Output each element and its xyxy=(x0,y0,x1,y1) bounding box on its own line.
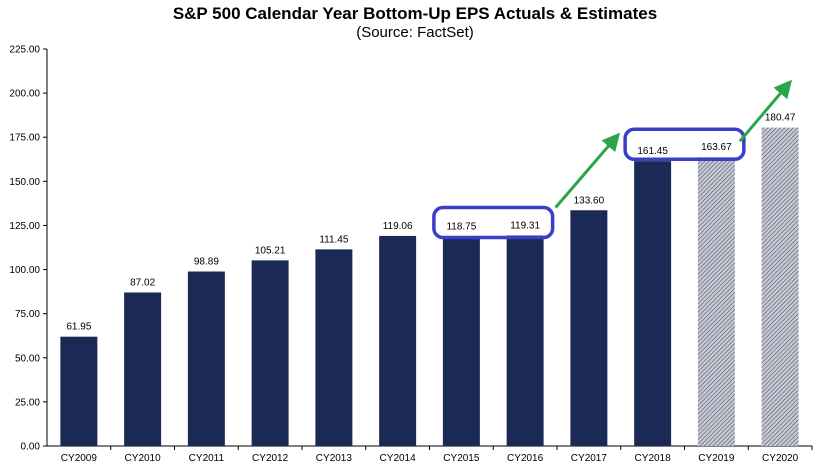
bar-value-label: 118.75 xyxy=(446,221,476,232)
bars xyxy=(60,127,799,447)
bar-value-label: 98.89 xyxy=(194,257,219,268)
x-category-label: CY2016 xyxy=(507,453,544,464)
bar-actual xyxy=(315,249,353,446)
bar-value-label: 111.45 xyxy=(319,234,349,245)
chart-title: S&P 500 Calendar Year Bottom-Up EPS Actu… xyxy=(172,4,658,23)
bar-estimate xyxy=(697,157,735,446)
bar-value-label: 105.21 xyxy=(255,245,286,256)
bar-actual xyxy=(634,161,672,447)
bar-value-label: 163.67 xyxy=(701,142,732,153)
x-category-label: CY2018 xyxy=(635,453,672,464)
bar-value-label: 87.02 xyxy=(130,277,155,288)
bar-actual xyxy=(506,235,544,446)
x-category-label: CY2011 xyxy=(189,453,225,464)
bar-actual xyxy=(379,235,417,446)
bar-value-label: 119.31 xyxy=(510,220,540,231)
y-tick-label: 200.00 xyxy=(9,89,40,100)
highlight-box xyxy=(623,127,746,161)
x-category-label: CY2010 xyxy=(125,453,162,464)
y-tick-label: 125.00 xyxy=(9,221,40,232)
bar-value-label: 180.47 xyxy=(765,113,796,124)
bar-value-label: 161.45 xyxy=(637,146,668,157)
y-tick-label: 75.00 xyxy=(15,309,40,320)
bar-value-label: 119.06 xyxy=(383,221,413,232)
annotation-overlays xyxy=(432,79,793,240)
y-tick-label: 100.00 xyxy=(9,265,40,276)
bar-actual xyxy=(187,271,225,446)
x-category-label: CY2009 xyxy=(61,453,98,464)
x-category-label: CY2019 xyxy=(698,453,735,464)
trend-arrow xyxy=(554,132,621,209)
trend-arrow xyxy=(738,79,793,143)
y-tick-label: 150.00 xyxy=(9,177,40,188)
x-category-label: CY2013 xyxy=(316,453,353,464)
x-category-label: CY2015 xyxy=(443,453,480,464)
bar-actual xyxy=(442,236,480,446)
x-category-label: CY2020 xyxy=(762,453,799,464)
y-tick-label: 0.00 xyxy=(21,442,41,453)
bar-estimate xyxy=(761,127,799,446)
axes: 0.00 25.00 50.00 75.00 100.00 125.00 150.00 175… xyxy=(9,45,813,453)
bar-value-label: 133.60 xyxy=(574,195,605,206)
y-tick-label: 225.00 xyxy=(9,45,40,56)
bar-actual xyxy=(60,336,98,446)
highlight-box xyxy=(432,205,555,240)
x-category-label: CY2014 xyxy=(380,453,417,464)
y-tick-label: 50.00 xyxy=(15,353,40,364)
chart-subtitle: (Source: FactSet) xyxy=(356,24,474,41)
y-tick-label: 175.00 xyxy=(9,133,40,144)
bar-actual xyxy=(251,260,289,446)
bar-value-label: 61.95 xyxy=(66,322,91,333)
bar-actual xyxy=(570,210,608,446)
x-category-label: CY2012 xyxy=(252,453,289,464)
labels: CY2009 61.95 CY2010 87.02 CY2011 98.89 CY2012 1… xyxy=(61,113,799,464)
bar-actual xyxy=(124,292,162,446)
y-tick-label: 25.00 xyxy=(15,397,40,408)
x-category-label: CY2017 xyxy=(571,453,608,464)
